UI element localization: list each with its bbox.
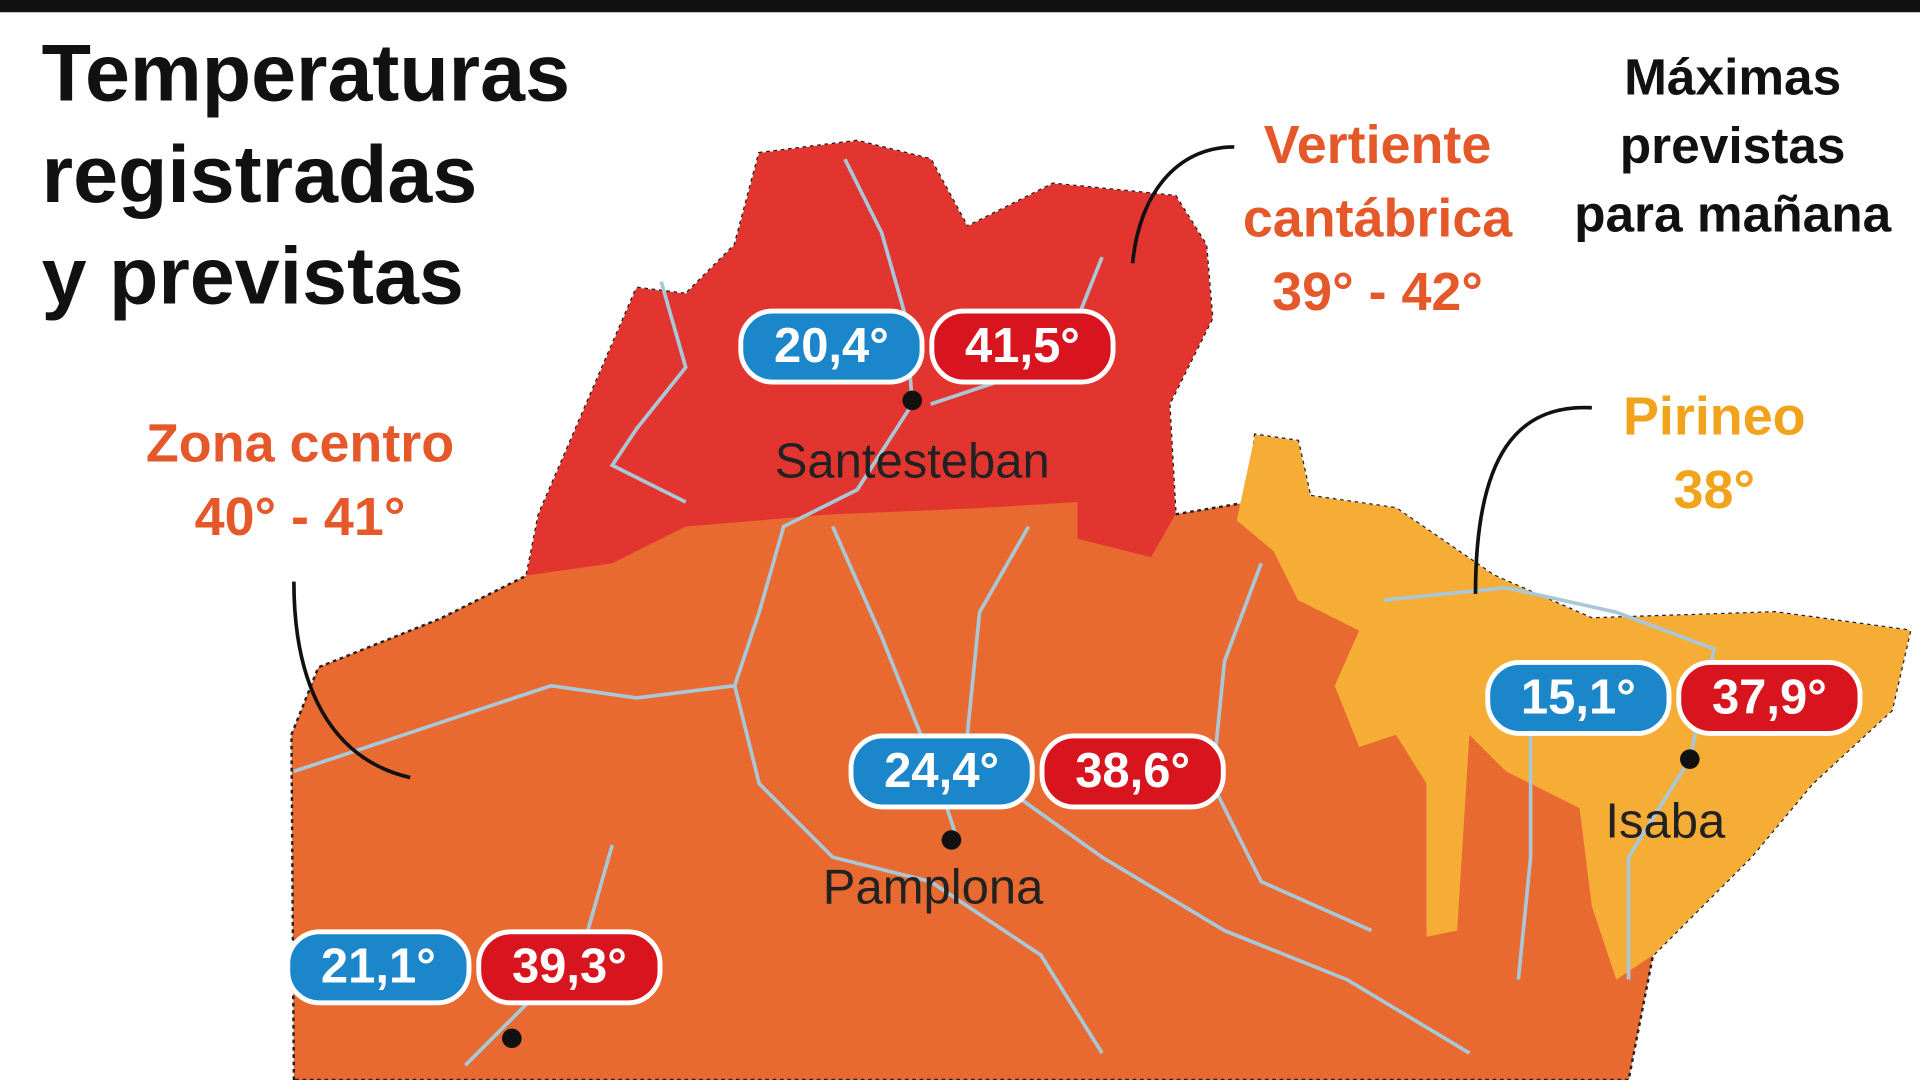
- temp-registered: 15,1°: [1521, 670, 1636, 724]
- temp-pill: [1485, 660, 1672, 736]
- zone-range: 39° - 42°: [1272, 262, 1483, 322]
- cities: 20,4° 41,5° Santesteban 24,4° 38,6° Pamplona 1…: [285, 308, 1863, 1049]
- temp-pill: [1039, 733, 1226, 810]
- title-line: registradas: [42, 130, 478, 220]
- city-dot: [1680, 749, 1700, 769]
- legend-line: para mañana: [1574, 184, 1892, 242]
- rivers: [293, 158, 1717, 1067]
- temp-pill: [476, 929, 663, 1006]
- legend-line: previstas: [1620, 116, 1846, 174]
- zone-name: Pirineo: [1623, 387, 1806, 447]
- city-name: Isaba: [1605, 795, 1726, 849]
- zone-range: 38°: [1674, 460, 1755, 520]
- top-bar: [0, 0, 1920, 13]
- city-dot: [502, 1028, 522, 1049]
- leader-lines: [292, 145, 1592, 780]
- temp-forecast: 37,9°: [1712, 670, 1827, 724]
- city-name: Pamplona: [823, 861, 1044, 915]
- temp-forecast: 39,3°: [512, 940, 627, 994]
- temp-registered: 24,4°: [884, 744, 999, 798]
- zone-name: Zona centro: [146, 414, 454, 474]
- temp-pill: [848, 733, 1035, 810]
- title-line: Temperaturas: [42, 28, 570, 118]
- legend-line: Máximas: [1624, 47, 1841, 105]
- temp-pill: [1676, 660, 1863, 736]
- zone-name: Vertiente: [1264, 115, 1492, 175]
- temp-registered: 21,1°: [321, 940, 436, 994]
- temp-pill: [738, 308, 925, 385]
- temp-forecast: 41,5°: [965, 319, 1080, 373]
- city-dot: [941, 830, 962, 850]
- temp-pill: [929, 308, 1116, 385]
- city-dot: [902, 390, 923, 411]
- zone-range: 40° - 41°: [195, 487, 406, 547]
- title-line: y previstas: [42, 232, 464, 322]
- zone-name: cantábrica: [1243, 188, 1513, 248]
- temp-pill: [285, 929, 472, 1006]
- temp-registered: 20,4°: [774, 319, 889, 373]
- temp-forecast: 38,6°: [1075, 744, 1190, 798]
- city-name: Santesteban: [775, 435, 1050, 489]
